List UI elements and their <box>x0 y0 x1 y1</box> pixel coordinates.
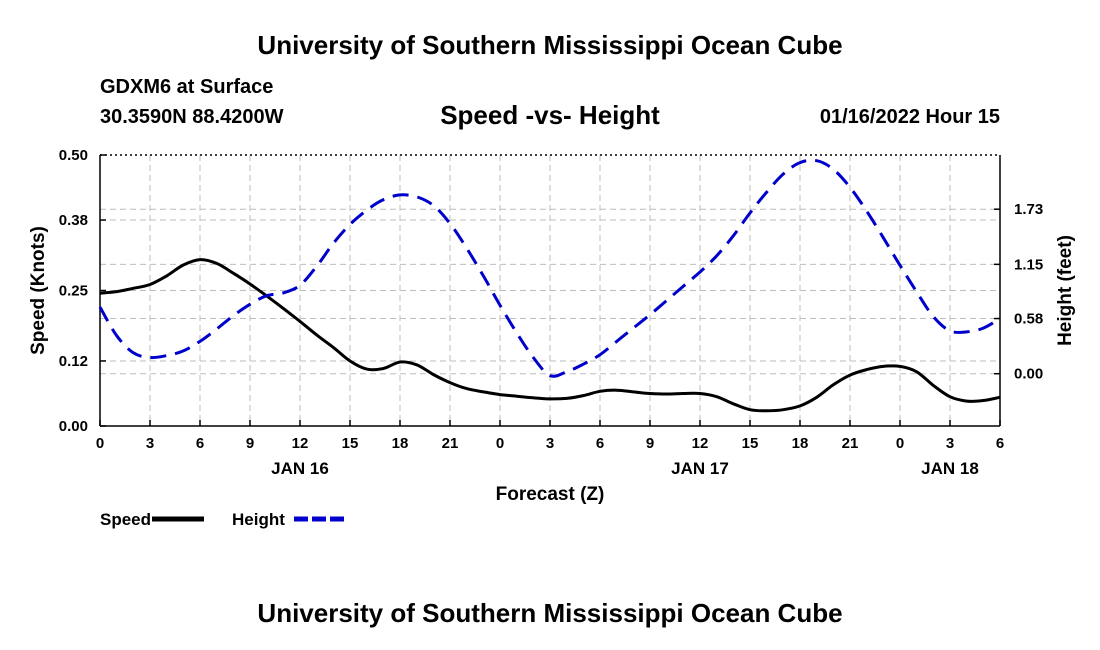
speed-series-line <box>99 258 1001 413</box>
x-tick-label: 12 <box>692 435 709 452</box>
timestamp-label: 01/16/2022 Hour 15 <box>819 106 1000 128</box>
y-left-axis-label: Speed (Knots) <box>28 226 49 355</box>
x-axis-label: Forecast (Z) <box>496 484 605 505</box>
x-tick-label: 15 <box>342 435 359 452</box>
x-tick-label: 6 <box>596 435 604 452</box>
y-right-tick-label: 1.73 <box>1014 201 1043 218</box>
x-tick-label: 12 <box>292 435 309 452</box>
y-right-tick-label: 1.15 <box>1014 256 1043 273</box>
y-right-tick-label: 0.58 <box>1014 311 1043 328</box>
y-left-tick-label: 0.50 <box>59 147 88 164</box>
page-footer-title: University of Southern Mississippi Ocean… <box>257 598 843 628</box>
x-tick-label: 6 <box>996 435 1004 452</box>
x-tick-label: 3 <box>546 435 554 452</box>
x-tick-label: 18 <box>392 435 409 452</box>
x-tick-label: 21 <box>442 435 459 452</box>
x-tick-label: 0 <box>496 435 504 452</box>
y-left-tick-label: 0.12 <box>59 353 88 370</box>
chart-subtitle: Speed -vs- Height <box>440 100 660 130</box>
x-tick-label: 3 <box>946 435 954 452</box>
y-left-tick-label: 0.25 <box>59 283 88 300</box>
x-tick-label: 3 <box>146 435 154 452</box>
x-tick-label: 15 <box>742 435 759 452</box>
x-tick-label: 0 <box>896 435 904 452</box>
station-label: GDXM6 at Surface <box>100 76 274 98</box>
x-tick-label: 6 <box>196 435 204 452</box>
x-tick-label: 18 <box>792 435 809 452</box>
x-tick-label: 21 <box>842 435 859 452</box>
legend-label-height: Height <box>232 510 285 529</box>
page-title: University of Southern Mississippi Ocean… <box>257 30 843 60</box>
date-label: JAN 17 <box>671 459 729 478</box>
height-series-line <box>98 158 1001 378</box>
y-right-tick-label: 0.00 <box>1014 366 1043 383</box>
x-tick-label: 9 <box>246 435 254 452</box>
coordinates-label: 30.3590N 88.4200W <box>100 106 284 128</box>
date-label: JAN 18 <box>921 459 979 478</box>
legend-label-speed: Speed <box>100 510 151 529</box>
x-tick-label: 0 <box>96 435 104 452</box>
date-label: JAN 16 <box>271 459 329 478</box>
x-tick-label: 9 <box>646 435 654 452</box>
y-left-tick-label: 0.38 <box>59 212 88 229</box>
speed-height-chart: 0 3 6 9 12 15 18 21 0 3 6 9 12 15 18 21 0 3 6 JAN 16 JAN 17 J… <box>28 147 1076 529</box>
y-left-tick-label: 0.00 <box>59 418 88 435</box>
y-right-axis-label: Height (feet) <box>1055 235 1076 346</box>
